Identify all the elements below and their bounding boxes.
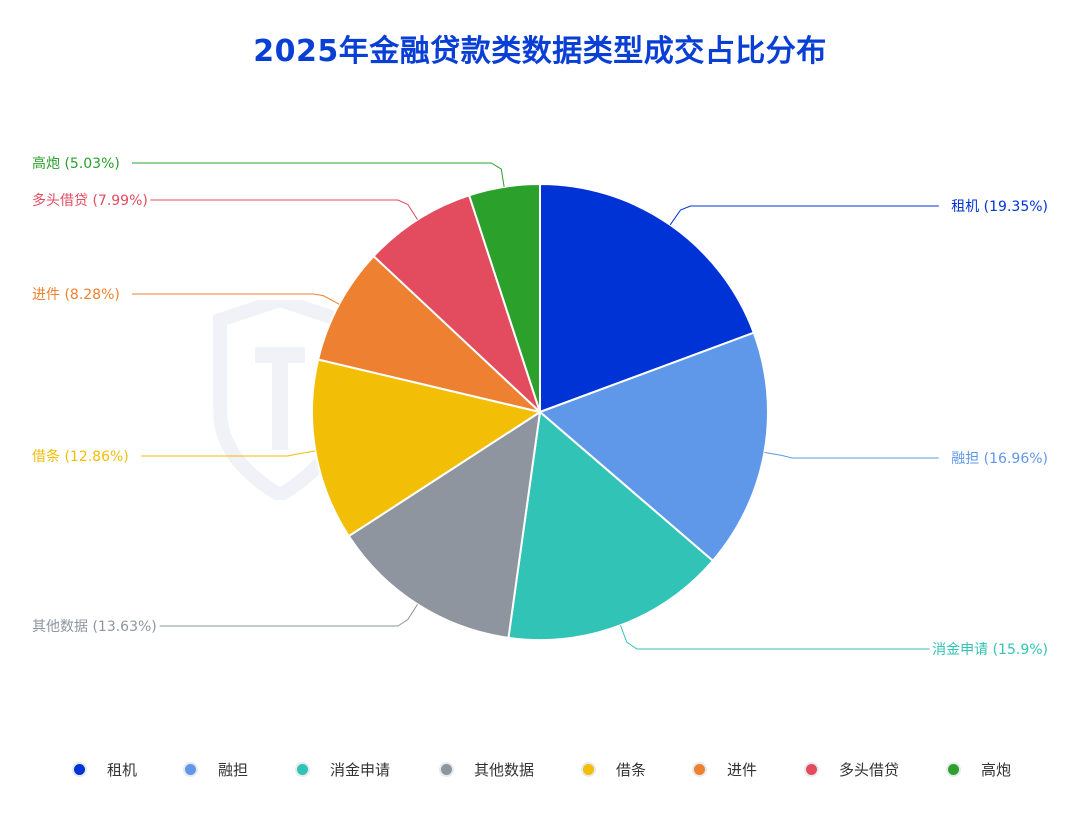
legend-item[interactable]: 高炮	[946, 757, 1011, 781]
legend-label: 高炮	[981, 760, 1012, 779]
legend-item[interactable]: 借条	[581, 757, 646, 781]
legend-swatch	[692, 761, 707, 777]
legend-item[interactable]: 其他数据	[439, 757, 534, 781]
legend-swatch	[581, 761, 596, 777]
slice-label: 高炮 (5.03%)	[32, 155, 120, 172]
leader-line	[141, 450, 316, 457]
legend-item[interactable]: 消金申请	[295, 757, 390, 781]
leader-line	[132, 162, 505, 187]
legend-label: 借条	[616, 760, 647, 779]
pie-slice[interactable]	[311, 358, 543, 538]
legend-swatch	[804, 761, 819, 777]
pie-slice[interactable]	[538, 331, 769, 563]
leader-line	[132, 293, 340, 305]
leader-line	[159, 604, 418, 627]
pie-slice[interactable]	[316, 254, 544, 414]
legend-swatch	[439, 761, 454, 777]
chart-title: 2025年金融贷款类数据类型成交占比分布	[253, 34, 827, 69]
slice-label: 多头借贷 (7.99%)	[32, 192, 148, 209]
legend-label: 消金申请	[330, 760, 391, 779]
leader-line	[669, 205, 939, 226]
pie-slice[interactable]	[539, 182, 756, 414]
chart-legend: 租机 融担 消金申请 其他数据 借条 进件 多头借贷 高炮	[0, 757, 1080, 781]
legend-item[interactable]: 融担	[183, 757, 248, 781]
legend-item[interactable]: 多头借贷	[804, 757, 899, 781]
slice-label: 融担 (16.96%)	[951, 451, 1048, 467]
slice-label: 借条 (12.86%)	[32, 448, 129, 465]
legend-label: 其他数据	[474, 760, 535, 779]
leader-line	[764, 451, 939, 459]
legend-label: 多头借贷	[839, 760, 900, 779]
leader-line	[150, 199, 418, 220]
legend-swatch	[946, 761, 961, 777]
legend-swatch	[295, 761, 310, 777]
leader-line	[619, 625, 930, 650]
legend-item[interactable]: 进件	[692, 757, 757, 781]
pie-slice[interactable]	[347, 409, 542, 639]
slice-label: 其他数据 (13.63%)	[32, 619, 157, 635]
slice-label: 租机 (19.35%)	[951, 199, 1048, 215]
slice-label: 进件 (8.28%)	[32, 287, 120, 303]
legend-label: 租机	[107, 760, 138, 779]
pie-slice[interactable]	[507, 410, 715, 641]
slice-label: 消金申请 (15.9%)	[932, 642, 1048, 658]
legend-swatch	[72, 761, 87, 777]
legend-label: 融担	[218, 760, 249, 779]
legend-swatch	[183, 761, 198, 777]
legend-item[interactable]: 租机	[72, 757, 137, 781]
legend-label: 进件	[727, 760, 758, 779]
